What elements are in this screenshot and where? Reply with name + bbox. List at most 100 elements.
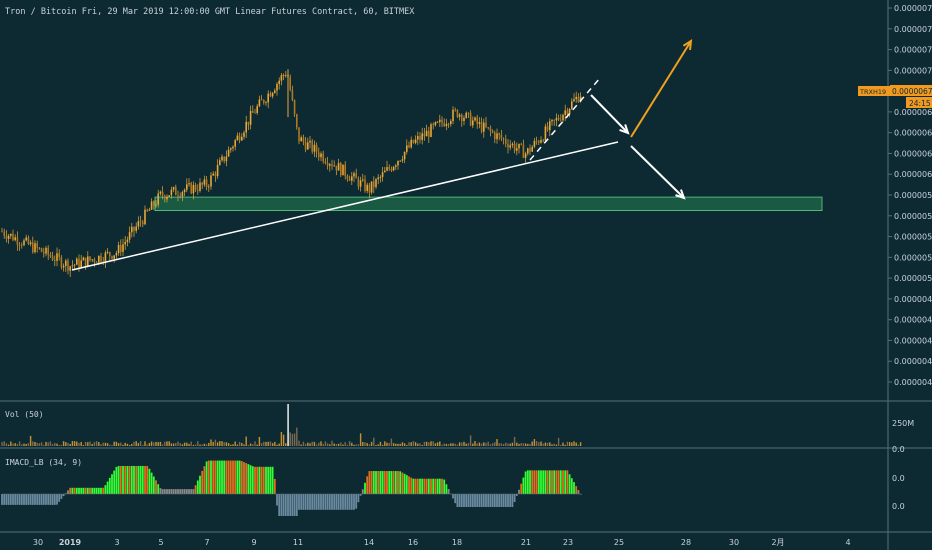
- macd-bar: [148, 468, 151, 494]
- volume-bar: [199, 444, 201, 446]
- candle-body: [252, 110, 254, 113]
- support-zone-layer: [154, 196, 823, 211]
- dashed-projection-line[interactable]: [529, 77, 601, 161]
- volume-bar: [115, 441, 118, 446]
- ascending-trendline[interactable]: [71, 141, 619, 271]
- volume-bar: [467, 443, 470, 446]
- candle-body: [241, 136, 243, 141]
- macd-bar: [335, 494, 338, 510]
- macd-bar: [161, 489, 164, 494]
- volume-bar: [29, 435, 32, 446]
- drawings-layer[interactable]: [71, 39, 693, 271]
- volume-bar: [245, 436, 247, 446]
- volume-bar: [538, 442, 540, 446]
- candle-body: [390, 168, 393, 171]
- candle-body: [227, 149, 230, 157]
- macd-bar: [64, 493, 67, 494]
- arrow-down-to-trendline[interactable]: [590, 94, 629, 134]
- volume-bar: [395, 443, 397, 446]
- candle-body: [181, 192, 184, 197]
- macd-bar: [280, 494, 283, 516]
- volume-bar: [450, 443, 452, 446]
- candle-body: [395, 165, 397, 167]
- macd-bar: [93, 487, 96, 494]
- last-price-value: 0.00000679: [892, 87, 932, 96]
- candle-body: [38, 247, 41, 249]
- macd-bar: [201, 470, 204, 494]
- macd-bar: [199, 475, 201, 494]
- candle-body: [524, 153, 527, 158]
- macd-bar: [458, 494, 461, 508]
- candle-body: [5, 235, 8, 239]
- price-tick-label: 0.00000580: [894, 191, 932, 200]
- candle-body: [302, 137, 305, 142]
- candle-body: [47, 247, 49, 255]
- candle-body: [298, 127, 300, 142]
- candles-layer: [1, 69, 582, 277]
- candle-body: [529, 148, 531, 152]
- candle-body: [56, 253, 58, 261]
- macd-bar: [498, 494, 501, 508]
- candle-body: [397, 160, 399, 166]
- volume-bar: [238, 441, 241, 446]
- volume-bar: [434, 443, 437, 446]
- macd-bar: [124, 465, 127, 494]
- candle-body: [560, 119, 562, 121]
- candle-body: [89, 256, 91, 260]
- volume-bar: [256, 444, 258, 446]
- volume-bar: [520, 443, 522, 446]
- price-axis[interactable]: 0.00000760 0.00000740 0.00000720 0.00000700…: [888, 4, 932, 387]
- candle-body: [502, 138, 505, 140]
- volume-bar: [120, 442, 122, 446]
- candle-body: [254, 112, 256, 114]
- volume-bar: [47, 442, 49, 446]
- candle-body: [95, 261, 98, 263]
- volume-bar: [203, 443, 206, 446]
- macd-bar: [546, 470, 549, 494]
- volume-bar: [45, 441, 47, 446]
- volume-bar: [192, 444, 195, 446]
- time-axis[interactable]: 30 2019 3 5 7 9 11 14 16 18 21 23 25 28 30 2月 4: [33, 538, 851, 547]
- candle-body: [478, 122, 481, 124]
- candle-body: [553, 119, 555, 121]
- macd-bar: [317, 494, 320, 510]
- support-zone[interactable]: [154, 196, 823, 211]
- volume-bar: [483, 442, 485, 446]
- candle-body: [454, 109, 456, 111]
- last-price-badge: TRXH19 0.00000679 24:15: [858, 85, 932, 108]
- time-tick-label: 30: [729, 538, 739, 547]
- candle-body: [137, 221, 140, 227]
- macd-bar: [476, 494, 479, 508]
- candle-body: [249, 110, 252, 125]
- candle-body: [109, 252, 111, 256]
- candle-body: [324, 161, 327, 164]
- candle-body: [199, 182, 201, 191]
- volume-bar: [34, 441, 36, 446]
- arrow-bullish-breakout[interactable]: [630, 40, 692, 138]
- macd-bar: [45, 494, 47, 505]
- candle-body: [16, 237, 19, 245]
- arrow-bearish-breakdown[interactable]: [630, 145, 685, 199]
- candle-body: [82, 257, 85, 261]
- volume-bar: [267, 441, 269, 446]
- volume-bar: [280, 432, 283, 446]
- volume-bar: [419, 443, 421, 446]
- candle-body: [67, 260, 69, 271]
- candle-body: [300, 137, 302, 142]
- volume-bar: [381, 444, 384, 446]
- price-tick-label: 0.00000640: [894, 129, 932, 138]
- candle-body: [476, 117, 478, 124]
- macd-bar: [113, 470, 116, 494]
- macd-bar: [31, 494, 34, 505]
- macd-bar: [366, 476, 369, 494]
- candle-body: [377, 177, 379, 180]
- macd-bar: [47, 494, 50, 505]
- candle-body: [260, 99, 263, 101]
- volume-bar: [300, 444, 302, 446]
- candle-body: [436, 121, 439, 123]
- macd-bar: [460, 494, 463, 508]
- candle-body: [401, 159, 404, 161]
- macd-bar: [337, 494, 340, 510]
- macd-bar: [333, 494, 336, 510]
